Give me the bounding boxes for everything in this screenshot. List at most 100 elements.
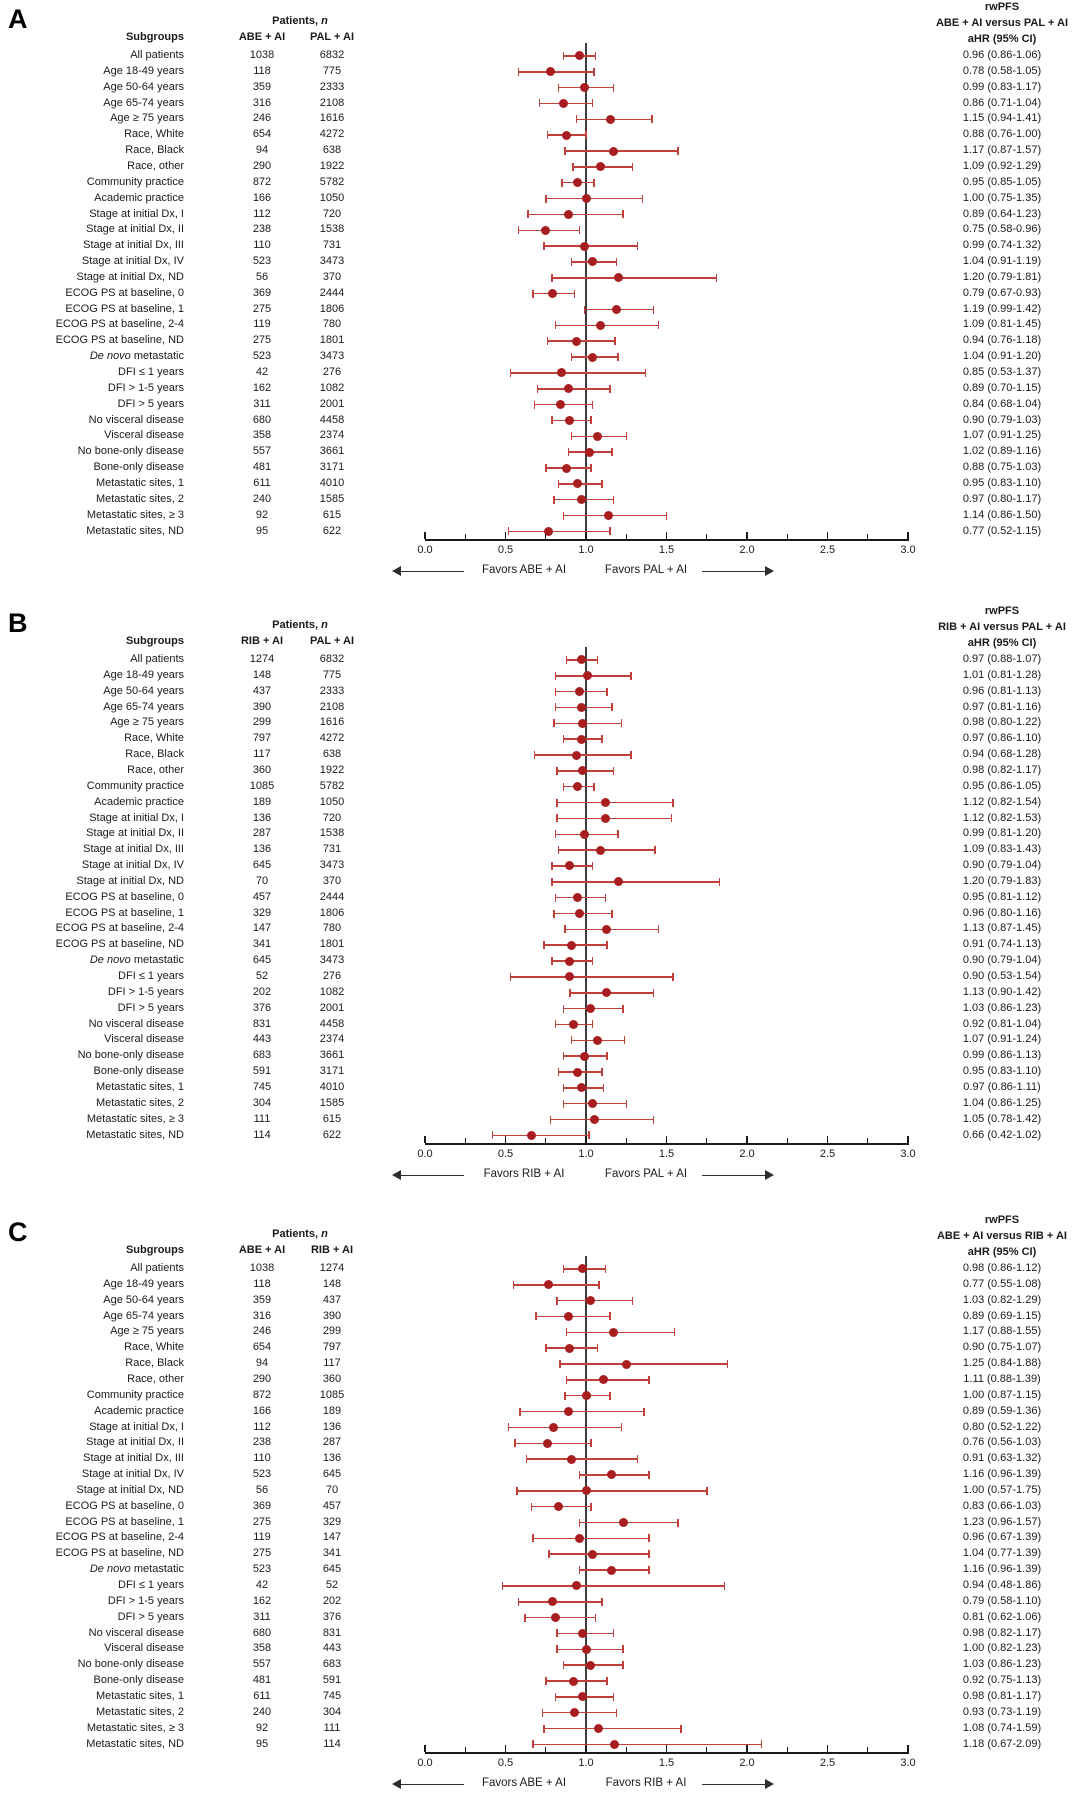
n-arm1-value: 1038: [249, 49, 275, 61]
axis-tick-label: 2.5: [819, 1148, 836, 1161]
ci-line: [526, 1458, 638, 1460]
ahr-ci-value: 1.03 (0.86-1.23): [962, 1001, 1042, 1014]
ahr-ci-value: 1.02 (0.89-1.16): [962, 445, 1042, 458]
ahr-ci-value: 1.13 (0.90-1.42): [962, 985, 1042, 998]
ci-cap-right: [677, 1518, 679, 1527]
subgroup-label: DFI > 5 years: [117, 1610, 184, 1623]
point-estimate-marker: [613, 273, 623, 283]
ahr-ci-value: 1.01 (0.81-1.28): [962, 668, 1042, 681]
ahr-ci-value: 0.97 (0.80-1.17): [962, 492, 1042, 505]
ci-cap-right: [623, 1036, 626, 1045]
subgroup-label: Age 65-74 years: [103, 1309, 184, 1322]
ahr-ci-value: 0.88 (0.75-1.03): [962, 461, 1042, 474]
ahr-ci-value: 0.93 (0.73-1.19): [962, 1705, 1042, 1718]
n-arm2-value: 3473: [319, 255, 345, 268]
ahr-ci-value: 0.89 (0.69-1.15): [962, 1309, 1042, 1322]
n-arm2-value: 1616: [319, 716, 345, 729]
subgroup-label: ECOG PS at baseline, 2-4: [55, 922, 184, 935]
ahr-ci-value: 0.98 (0.80-1.22): [962, 716, 1042, 729]
ci-cap-left: [554, 1020, 557, 1029]
ci-line: [544, 1727, 681, 1730]
ci-cap-left: [545, 1344, 547, 1353]
ahr-ci-value: 0.94 (0.48-1.86): [962, 1579, 1042, 1591]
n-arm2-value: 1806: [319, 906, 345, 919]
subgroup-label: Academic practice: [94, 191, 184, 204]
point-estimate-marker: [567, 940, 576, 950]
subgroup-label: DFI > 5 years: [117, 1001, 184, 1014]
axis-tick-label: 3.0: [900, 1148, 916, 1161]
axis-major-tick: [907, 1745, 909, 1753]
ci-cap-right: [643, 1407, 645, 1416]
n-arm1-value: 523: [252, 350, 272, 363]
ci-cap-right: [596, 1344, 599, 1353]
point-estimate-marker: [546, 67, 556, 77]
n-arm2-value: 443: [322, 1642, 342, 1655]
n-arm1-value: 311: [253, 397, 271, 410]
n-arm1-value: 148: [252, 668, 272, 681]
subgroup-label: Metastatic sites, ≥ 3: [86, 1112, 184, 1125]
n-arm1-value: 162: [252, 1594, 272, 1607]
n-arm1-value: 329: [252, 906, 272, 919]
n-arm1-value: 70: [255, 874, 269, 887]
point-estimate-marker: [579, 1051, 589, 1061]
panel-label-c: C: [8, 1217, 28, 1247]
n-arm2-value: 1085: [319, 1388, 345, 1401]
subgroup-label: Race, Black: [125, 144, 184, 157]
axis-major-tick: [907, 532, 909, 540]
axis-minor-tick: [625, 534, 627, 540]
ci-cap-right: [672, 798, 674, 807]
ahr-ci-value: 0.83 (0.66-1.03): [962, 1499, 1042, 1512]
subgroup-label: Race, Black: [125, 1357, 184, 1370]
ci-cap-right: [652, 1115, 655, 1124]
arm2-header: PAL + AI: [309, 31, 355, 43]
point-estimate-marker: [575, 1533, 585, 1543]
subgroup-label: Metastatic sites, 1: [95, 1689, 184, 1702]
n-arm2-value: 4458: [319, 1017, 345, 1030]
point-estimate-marker: [604, 511, 614, 521]
point-estimate-marker: [586, 1660, 596, 1670]
ci-line: [557, 817, 672, 820]
subgroup-label: Community practice: [86, 175, 184, 188]
point-estimate-marker: [573, 1067, 583, 1077]
ci-cap-left: [530, 1502, 532, 1511]
ahr-ci-value: 0.89 (0.59-1.36): [962, 1404, 1042, 1417]
ci-cap-left: [554, 893, 557, 902]
axis-minor-tick: [706, 1747, 708, 1753]
point-estimate-marker: [558, 98, 568, 108]
subgroup-label: Community practice: [86, 779, 184, 792]
subgroup-label: Race, White: [124, 1341, 184, 1354]
axis-tick-label: 0.5: [497, 544, 514, 557]
n-arm1-value: 119: [253, 1531, 271, 1544]
ci-cap-left: [536, 384, 539, 393]
point-estimate-marker: [544, 526, 554, 536]
ci-cap-right: [652, 305, 655, 314]
ahr-ci-value: 1.23 (0.96-1.57): [962, 1515, 1042, 1528]
point-estimate-marker: [555, 400, 565, 410]
point-estimate-marker: [573, 893, 583, 903]
subgroup-label: Age 65-74 years: [103, 700, 184, 713]
ahr-ci-value: 0.78 (0.58-1.05): [962, 64, 1042, 77]
subgroup-label: All patients: [130, 1262, 184, 1274]
subgroup-label: Race, Black: [125, 748, 184, 761]
point-estimate-marker: [583, 671, 593, 681]
axis-minor-tick: [625, 1138, 627, 1144]
ci-cap-left: [570, 1036, 573, 1045]
n-arm2-value: 360: [322, 1372, 342, 1385]
point-estimate-marker: [579, 829, 589, 839]
ci-cap-left: [562, 1264, 565, 1273]
ci-cap-left: [562, 1099, 565, 1108]
n-arm2-value: 5782: [319, 779, 345, 792]
ci-cap-left: [570, 353, 573, 362]
n-arm2-value: 114: [323, 1737, 341, 1750]
subgroup-label: Metastatic sites, ND: [86, 1128, 184, 1141]
subgroup-label: All patients: [130, 49, 184, 61]
n-arm1-value: 359: [252, 80, 272, 93]
n-arm1-value: 645: [252, 954, 272, 967]
ci-cap-right: [594, 51, 597, 60]
point-estimate-marker: [595, 162, 605, 172]
reference-line: [585, 43, 587, 540]
point-estimate-marker: [613, 877, 623, 887]
subgroup-label: No bone-only disease: [77, 1049, 184, 1062]
point-estimate-marker: [542, 1438, 552, 1448]
ahr-ci-value: 0.96 (0.81-1.13): [962, 684, 1042, 697]
